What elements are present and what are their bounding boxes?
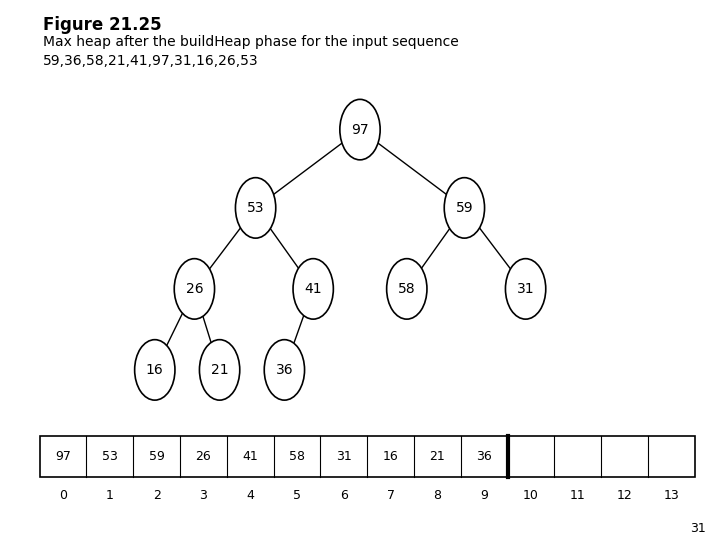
Text: 41: 41 xyxy=(305,282,322,296)
Text: 31: 31 xyxy=(336,450,351,463)
Text: 53: 53 xyxy=(247,201,264,215)
Text: 11: 11 xyxy=(570,489,585,502)
Ellipse shape xyxy=(387,259,427,319)
Ellipse shape xyxy=(444,178,485,238)
Text: 6: 6 xyxy=(340,489,348,502)
Ellipse shape xyxy=(505,259,546,319)
Ellipse shape xyxy=(235,178,276,238)
Text: 0: 0 xyxy=(59,489,67,502)
Ellipse shape xyxy=(135,340,175,400)
Text: 97: 97 xyxy=(351,123,369,137)
Text: 26: 26 xyxy=(186,282,203,296)
Text: 59,36,58,21,41,97,31,16,26,53: 59,36,58,21,41,97,31,16,26,53 xyxy=(43,54,258,68)
Text: 16: 16 xyxy=(383,450,398,463)
Text: 53: 53 xyxy=(102,450,118,463)
Text: 13: 13 xyxy=(664,489,679,502)
Text: 5: 5 xyxy=(293,489,301,502)
Text: 16: 16 xyxy=(146,363,163,377)
Text: 59: 59 xyxy=(456,201,473,215)
Text: 1: 1 xyxy=(106,489,114,502)
Text: 58: 58 xyxy=(289,450,305,463)
Text: 10: 10 xyxy=(523,489,539,502)
Text: 9: 9 xyxy=(480,489,488,502)
Text: 58: 58 xyxy=(398,282,415,296)
Text: 26: 26 xyxy=(196,450,211,463)
Ellipse shape xyxy=(174,259,215,319)
Text: Max heap after the buildHeap phase for the input sequence: Max heap after the buildHeap phase for t… xyxy=(43,35,459,49)
Text: Figure 21.25: Figure 21.25 xyxy=(43,16,162,34)
Text: 59: 59 xyxy=(148,450,165,463)
Text: 41: 41 xyxy=(243,450,258,463)
Text: 8: 8 xyxy=(433,489,441,502)
Ellipse shape xyxy=(199,340,240,400)
Ellipse shape xyxy=(340,99,380,160)
Text: 21: 21 xyxy=(430,450,445,463)
Text: 31: 31 xyxy=(517,282,534,296)
Text: 97: 97 xyxy=(55,450,71,463)
Text: 4: 4 xyxy=(246,489,254,502)
Text: 3: 3 xyxy=(199,489,207,502)
Text: 12: 12 xyxy=(617,489,632,502)
Text: 21: 21 xyxy=(211,363,228,377)
Text: 7: 7 xyxy=(387,489,395,502)
Ellipse shape xyxy=(293,259,333,319)
FancyBboxPatch shape xyxy=(40,436,695,477)
Text: 36: 36 xyxy=(276,363,293,377)
Text: 31: 31 xyxy=(690,522,706,535)
Ellipse shape xyxy=(264,340,305,400)
Text: 36: 36 xyxy=(477,450,492,463)
Text: 2: 2 xyxy=(153,489,161,502)
